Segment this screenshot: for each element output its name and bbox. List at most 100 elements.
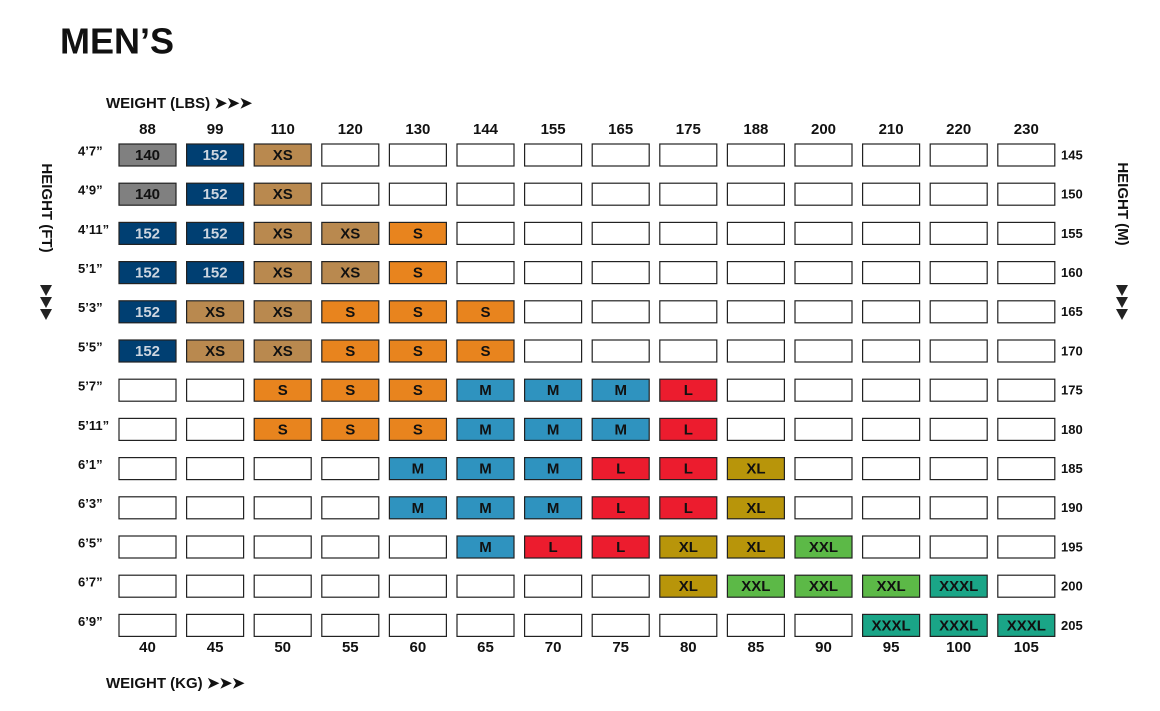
size-cell — [253, 496, 312, 520]
size-cell — [591, 535, 650, 559]
size-cell — [861, 613, 921, 638]
size-cell — [861, 339, 921, 363]
size-cell — [929, 496, 988, 520]
size-cell — [253, 574, 312, 598]
size-cell — [253, 457, 312, 481]
size-label: XL — [679, 539, 698, 556]
size-label: XS — [205, 343, 225, 360]
size-cell — [186, 300, 245, 324]
height-cm: 165 — [1061, 304, 1083, 319]
size-cell — [659, 261, 718, 285]
size-cell — [659, 378, 718, 402]
size-cell — [726, 417, 786, 441]
height-ft: 5’3” — [78, 300, 103, 315]
size-cell — [388, 574, 447, 598]
size-cell — [726, 339, 786, 363]
size-cell — [997, 182, 1056, 206]
height-cm: 180 — [1061, 422, 1083, 437]
size-cell — [929, 261, 988, 285]
size-cell — [794, 613, 853, 638]
size-label: XXXL — [939, 578, 978, 595]
size-cell — [659, 613, 718, 638]
size-cell — [794, 457, 853, 481]
size-cell — [997, 300, 1056, 324]
size-cell — [997, 457, 1056, 481]
size-label: XXL — [809, 578, 838, 595]
size-cell — [861, 496, 921, 520]
size-cell — [186, 339, 245, 363]
height-ft: 4’9” — [78, 183, 103, 198]
size-cell — [321, 535, 380, 559]
size-cell — [388, 417, 447, 441]
size-cell — [997, 221, 1056, 245]
height-cm: 185 — [1061, 461, 1083, 476]
size-cell — [659, 535, 718, 559]
size-label: M — [479, 539, 492, 556]
size-label: XXXL — [1007, 617, 1046, 634]
size-cell — [253, 182, 312, 206]
size-cell — [253, 261, 312, 285]
size-cell — [929, 417, 988, 441]
size-cell — [929, 535, 988, 559]
size-cell — [929, 221, 988, 245]
weight-lbs: 165 — [608, 121, 633, 138]
weight-kg: 45 — [207, 639, 224, 656]
height-cm: 160 — [1061, 265, 1083, 280]
size-cell — [997, 574, 1056, 598]
size-cell — [726, 574, 786, 598]
size-label: 152 — [203, 225, 228, 242]
size-cell — [591, 182, 650, 206]
size-cell — [523, 339, 583, 363]
size-cell — [659, 182, 718, 206]
size-cell — [591, 613, 650, 638]
size-cell — [929, 300, 988, 324]
size-cell — [997, 496, 1056, 520]
size-label: S — [413, 225, 423, 242]
size-cell — [591, 378, 650, 402]
size-label: 152 — [203, 147, 228, 164]
weight-lbs: 230 — [1014, 121, 1039, 138]
size-cell — [794, 339, 853, 363]
size-cell — [456, 496, 515, 520]
size-cell — [591, 574, 650, 598]
weight-kg: 40 — [139, 639, 156, 656]
size-label: S — [278, 382, 288, 399]
size-cell — [456, 613, 515, 638]
size-cell — [388, 143, 447, 167]
weight-kg: 100 — [946, 639, 971, 656]
size-cell — [997, 378, 1056, 402]
size-label: S — [345, 382, 355, 399]
size-cell — [794, 535, 853, 559]
size-cell — [591, 143, 650, 167]
size-label: XS — [273, 147, 293, 164]
size-cell — [861, 417, 921, 441]
size-cell — [726, 261, 786, 285]
size-label: XXXL — [939, 617, 978, 634]
size-cell — [861, 457, 921, 481]
size-label: XS — [205, 304, 225, 321]
size-label: S — [345, 343, 355, 360]
down-arrows-left — [40, 285, 52, 320]
size-label: L — [684, 500, 693, 517]
size-cell — [523, 143, 583, 167]
size-cell — [456, 221, 515, 245]
weight-lbs: 210 — [879, 121, 904, 138]
size-label: L — [549, 539, 558, 556]
size-cell — [794, 300, 853, 324]
size-label: 152 — [135, 225, 160, 242]
size-cell — [997, 613, 1056, 638]
height-ft: 6’9” — [78, 614, 103, 629]
size-cell — [456, 378, 515, 402]
size-cell — [253, 417, 312, 441]
size-cell — [591, 496, 650, 520]
size-label: M — [547, 461, 560, 478]
size-cell — [591, 417, 650, 441]
weight-lbs: 200 — [811, 121, 836, 138]
size-cell — [456, 339, 515, 363]
size-cell — [929, 339, 988, 363]
size-label: 152 — [135, 304, 160, 321]
height-ft: 6’1” — [78, 457, 103, 472]
size-cell — [794, 574, 853, 598]
height-cm: 145 — [1061, 147, 1083, 162]
size-cell — [523, 182, 583, 206]
